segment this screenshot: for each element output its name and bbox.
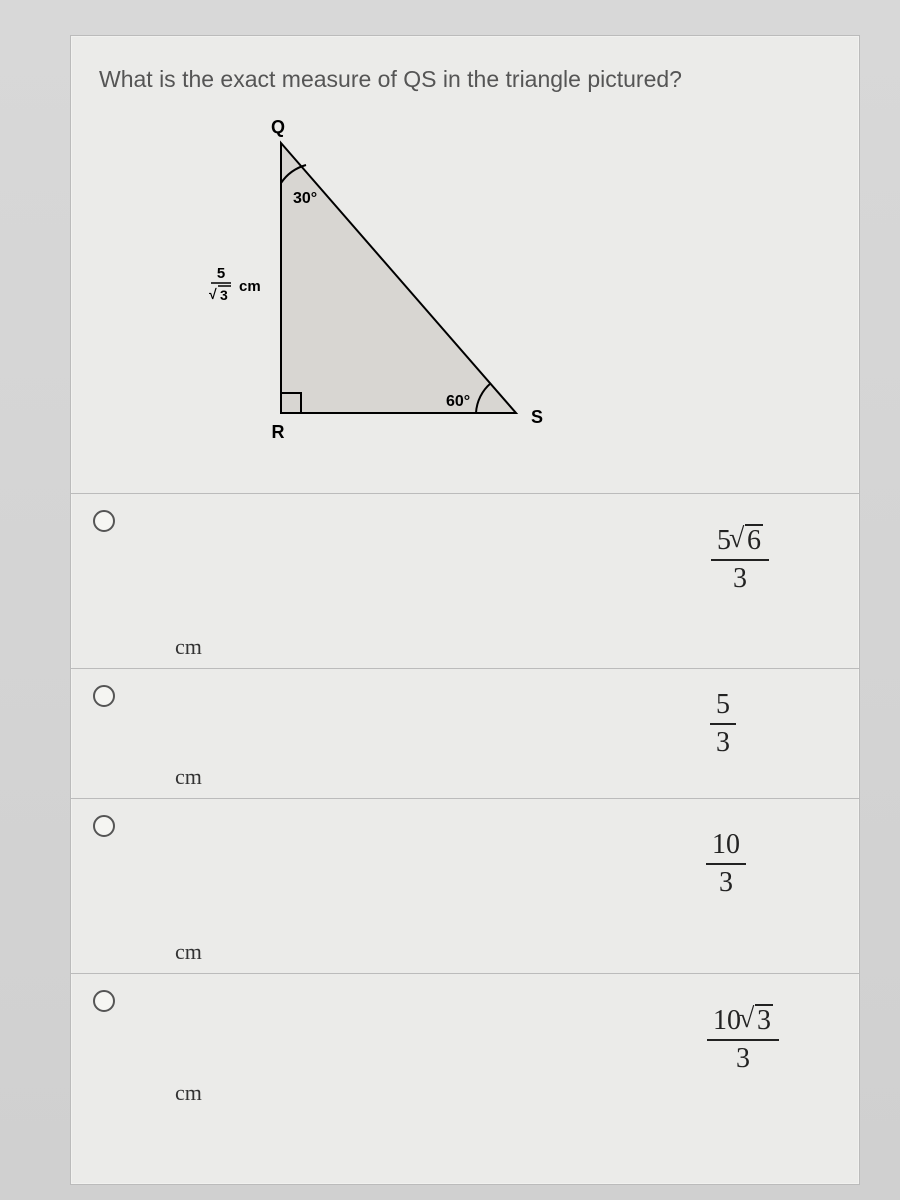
opt-d-radicand: 3 — [755, 1004, 773, 1035]
option-a-unit: cm — [93, 634, 202, 660]
side-qr-den: 3 — [220, 287, 228, 303]
opt-c-num: 10 — [706, 829, 746, 865]
side-qr-unit: cm — [239, 278, 261, 295]
radio-d[interactable] — [93, 990, 115, 1012]
answer-options: 56 3 cm 5 3 cm 10 3 cm — [71, 493, 859, 1114]
opt-b-den: 3 — [710, 725, 736, 759]
side-qr-label: 5 √ 3 cm — [209, 265, 261, 303]
question-panel: What is the exact measure of QS in the t… — [70, 35, 860, 1185]
option-c[interactable]: 10 3 cm — [71, 799, 859, 974]
option-c-value: 10 3 — [706, 829, 746, 899]
option-a[interactable]: 56 3 cm — [71, 494, 859, 669]
side-qr-num: 5 — [217, 265, 225, 282]
triangle-figure: Q R S 30° 60° 5 √ 3 cm — [71, 103, 859, 483]
side-qr-surd: √ — [209, 286, 217, 302]
triangle-svg: Q R S 30° 60° 5 √ 3 cm — [71, 103, 861, 483]
vertex-s-label: S — [531, 407, 543, 427]
option-d[interactable]: 10 3 3 cm — [71, 974, 859, 1114]
option-b-value: 5 3 — [710, 689, 736, 759]
opt-c-den: 3 — [706, 865, 746, 899]
angle-s-value: 60° — [446, 393, 470, 410]
vertex-q-label: Q — [271, 117, 285, 137]
opt-d-den: 3 — [707, 1041, 779, 1075]
question-text: What is the exact measure of QS in the t… — [71, 36, 859, 103]
radio-c[interactable] — [93, 815, 115, 837]
option-b-unit: cm — [93, 764, 202, 790]
vertex-r-label: R — [272, 422, 285, 442]
radio-b[interactable] — [93, 685, 115, 707]
radio-a[interactable] — [93, 510, 115, 532]
option-a-value: 56 3 — [711, 524, 769, 595]
opt-a-radicand: 6 — [745, 524, 763, 555]
option-d-value: 10 3 3 — [707, 1004, 779, 1075]
opt-a-den: 3 — [711, 561, 769, 595]
option-b[interactable]: 5 3 cm — [71, 669, 859, 799]
opt-b-num: 5 — [710, 689, 736, 725]
option-d-unit: cm — [93, 1080, 202, 1106]
triangle-shape — [281, 143, 516, 413]
angle-q-value: 30° — [293, 190, 317, 207]
opt-d-coeff: 10 — [713, 1005, 741, 1036]
option-c-unit: cm — [93, 939, 202, 965]
